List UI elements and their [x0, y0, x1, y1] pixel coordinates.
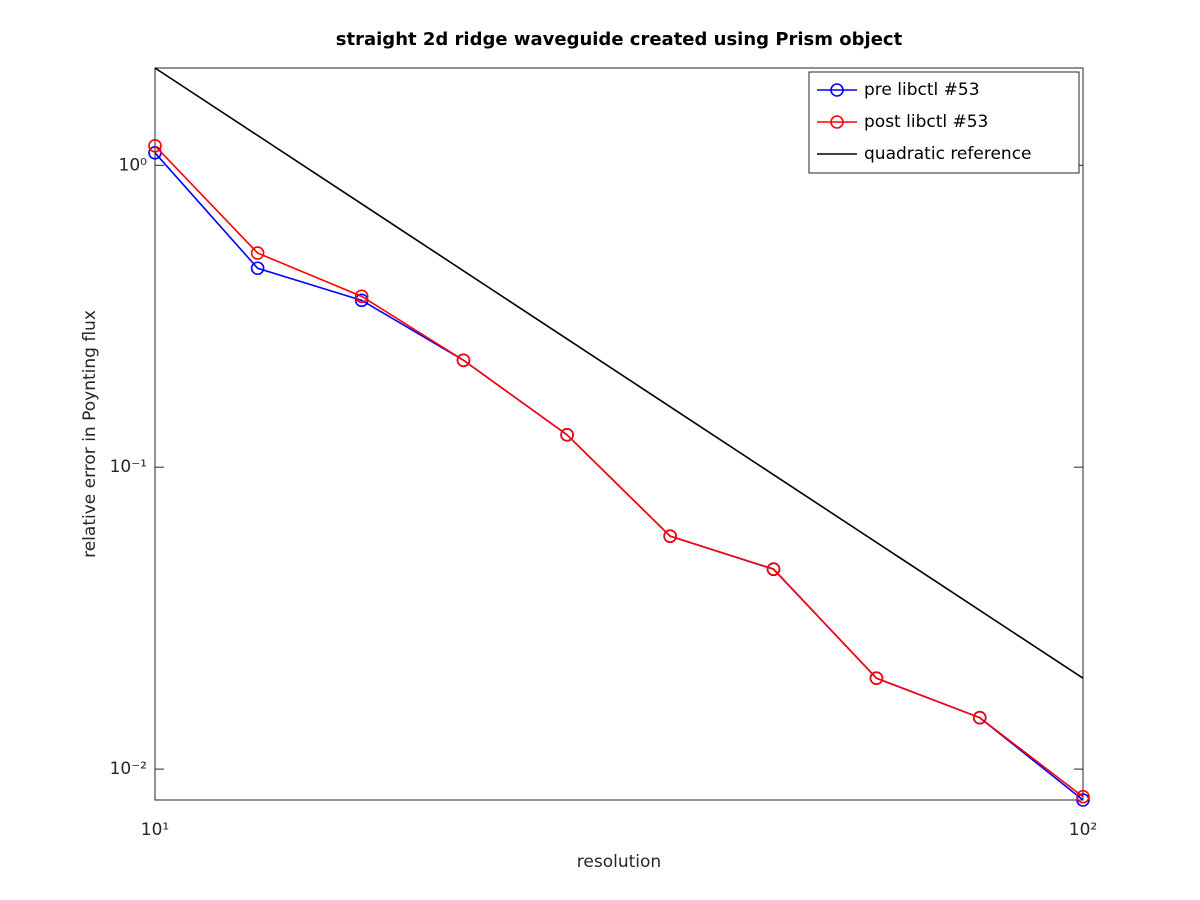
x-axis-label: resolution — [577, 852, 661, 872]
data-point — [972, 710, 987, 725]
series-line — [154, 67, 1084, 679]
y-tick-label: 10⁰ — [119, 155, 148, 175]
data-point — [1076, 789, 1090, 804]
y-tick-label: 10⁻¹ — [110, 457, 147, 477]
y-tick-label: 10⁻² — [110, 759, 147, 779]
series-line — [154, 145, 1084, 798]
data-point — [148, 139, 162, 153]
y-axis-label: relative error in Poynting flux — [80, 310, 100, 558]
chart-title: straight 2d ridge waveguide created usin… — [336, 29, 903, 50]
plot-frame — [154, 67, 1084, 801]
data-point — [869, 671, 884, 686]
legend-label: quadratic reference — [864, 144, 1032, 164]
data-point — [766, 562, 781, 576]
data-point — [1076, 793, 1090, 807]
data-point — [663, 529, 677, 543]
data-point — [456, 353, 471, 368]
legend-marker — [830, 115, 844, 129]
x-tick-label: 10¹ — [141, 820, 169, 840]
data-point — [250, 246, 265, 260]
legend-label: pre libctl #53 — [864, 80, 980, 100]
data-point — [354, 289, 369, 304]
data-point — [560, 428, 574, 442]
legend-label: post libctl #53 — [864, 112, 988, 132]
legend-marker — [830, 83, 844, 97]
x-tick-label: 10² — [1069, 820, 1097, 840]
data-point — [250, 261, 265, 276]
